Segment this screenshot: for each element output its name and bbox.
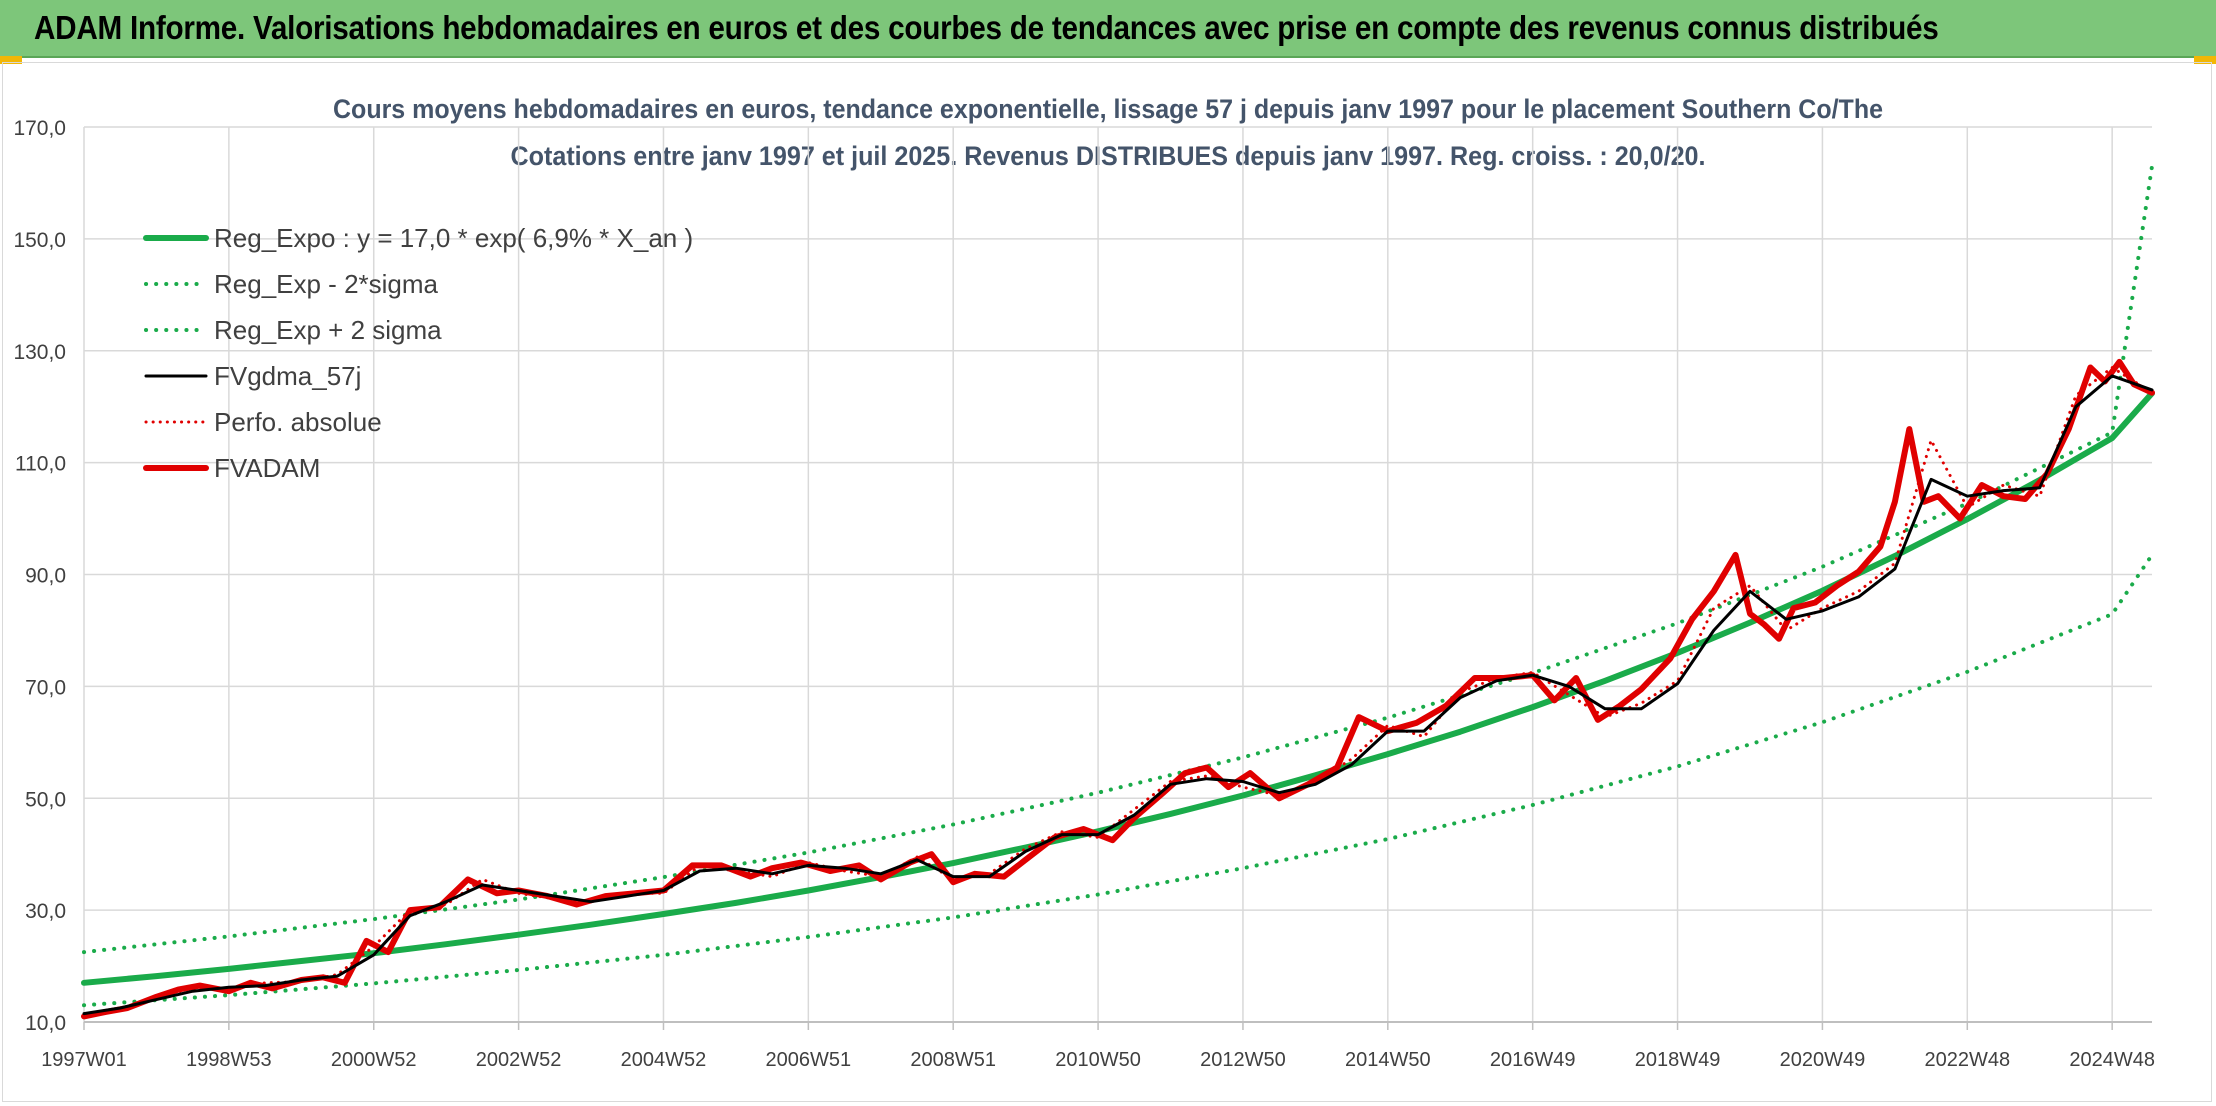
legend-label: Perfo. absolue bbox=[214, 407, 382, 437]
x-tick-label: 2002W52 bbox=[476, 1049, 562, 1071]
y-tick-label: 110,0 bbox=[15, 453, 66, 476]
chart-subtitle: Cotations entre janv 1997 et juil 2025. … bbox=[511, 141, 1706, 171]
series-line bbox=[82, 374, 2154, 1016]
y-tick-label: 30,0 bbox=[25, 900, 66, 923]
corner-marker-left bbox=[0, 56, 22, 64]
x-tick-label: 2000W52 bbox=[331, 1049, 417, 1071]
y-tick-label: 10,0 bbox=[25, 1012, 66, 1035]
y-tick-label: 130,0 bbox=[13, 341, 66, 364]
y-tick-label: 170,0 bbox=[13, 117, 66, 140]
x-tick-label: 2008W51 bbox=[910, 1049, 996, 1071]
y-tick-label: 50,0 bbox=[25, 788, 66, 811]
report-banner: ADAM Informe. Valorisations hebdomadaire… bbox=[0, 0, 2216, 58]
chart-frame bbox=[2, 62, 2212, 1102]
x-tick-label: 2014W50 bbox=[1345, 1049, 1431, 1071]
x-tick-label: 2018W49 bbox=[1635, 1049, 1721, 1071]
report-title: ADAM Informe. Valorisations hebdomadaire… bbox=[34, 9, 1939, 46]
series-line bbox=[81, 390, 2155, 986]
legend-label: Reg_Expo : y = 17,0 * exp( 6,9% * X_an ) bbox=[214, 223, 693, 253]
legend-label: Reg_Exp + 2 sigma bbox=[214, 315, 442, 345]
series-line bbox=[82, 552, 2154, 1008]
y-tick-label: 70,0 bbox=[25, 676, 66, 699]
x-tick-label: 2016W49 bbox=[1490, 1049, 1576, 1071]
series-line bbox=[81, 358, 2155, 1020]
x-tick-label: 1998W53 bbox=[186, 1049, 272, 1071]
x-tick-label: 2010W50 bbox=[1055, 1049, 1141, 1071]
y-tick-label: 90,0 bbox=[25, 565, 66, 588]
series-line bbox=[82, 164, 2154, 955]
legend-label: Reg_Exp - 2*sigma bbox=[214, 269, 439, 299]
x-tick-label: 2024W48 bbox=[2069, 1049, 2155, 1071]
legend-label: FVgdma_57j bbox=[214, 361, 361, 391]
x-tick-label: 2004W52 bbox=[621, 1049, 707, 1071]
x-tick-label: 1997W01 bbox=[41, 1049, 127, 1071]
x-tick-label: 2020W49 bbox=[1780, 1049, 1866, 1071]
corner-marker-right bbox=[2194, 56, 2216, 64]
x-tick-label: 2012W50 bbox=[1200, 1049, 1286, 1071]
series-line bbox=[82, 366, 2154, 1018]
y-tick-label: 150,0 bbox=[13, 229, 66, 252]
chart-title: Cours moyens hebdomadaires en euros, ten… bbox=[333, 94, 1883, 124]
x-tick-label: 2022W48 bbox=[1924, 1049, 2010, 1071]
legend-label: FVADAM bbox=[214, 453, 320, 483]
x-tick-label: 2006W51 bbox=[766, 1049, 852, 1071]
